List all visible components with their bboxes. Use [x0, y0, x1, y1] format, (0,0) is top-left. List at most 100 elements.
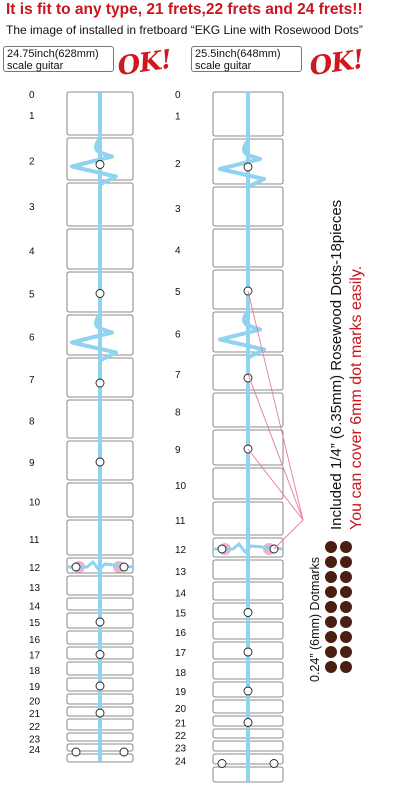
position-dot [243, 718, 253, 727]
fret-number: 0 [175, 90, 181, 101]
fret-number: 19 [175, 687, 187, 698]
fret-number: 20 [29, 697, 41, 708]
fret-number: 6 [175, 330, 181, 341]
rosewood-dot [325, 586, 337, 598]
rosewood-dot [340, 631, 352, 643]
position-dot [269, 759, 279, 768]
rosewood-dot [340, 586, 352, 598]
fret-number: 7 [175, 370, 181, 381]
fret-number: 18 [29, 666, 41, 677]
position-dot [243, 608, 253, 617]
fret-number: 12 [29, 563, 41, 574]
rosewood-dot [325, 631, 337, 643]
fret-number: 23 [29, 735, 41, 746]
ekg-spike [70, 137, 118, 187]
fret-number: 10 [29, 498, 41, 509]
fret-number: 22 [175, 731, 187, 742]
fret-number: 7 [29, 375, 35, 386]
fret-number: 11 [29, 535, 40, 546]
fret-number: 8 [175, 408, 181, 419]
fret-number: 15 [175, 609, 187, 620]
pointer-line [273, 519, 304, 550]
fret-number: 5 [175, 287, 181, 298]
fret-number: 13 [175, 567, 187, 578]
fret-number: 4 [175, 246, 181, 257]
fret-number: 10 [175, 481, 187, 492]
fret-number: 18 [175, 668, 187, 679]
ekg-spike [213, 541, 284, 555]
scale-length: 24.75inch(628mm) [7, 48, 99, 60]
scale-label-left: 24.75inch(628mm) scale guitar [3, 46, 114, 72]
position-dot [71, 747, 81, 757]
fret-number: 4 [29, 247, 35, 258]
pointer-line [247, 448, 304, 521]
rosewood-dot [325, 556, 337, 568]
fret-number: 19 [29, 682, 41, 693]
ekg-spike [67, 559, 134, 573]
rosewood-dot [325, 661, 337, 673]
fret-number: 24 [29, 745, 41, 756]
rosewood-dot [325, 601, 337, 613]
fret-number: 9 [29, 458, 35, 469]
rosewood-dot [325, 646, 337, 658]
fret-number: 2 [175, 159, 181, 170]
position-dot [217, 759, 227, 768]
rosewood-dot [325, 616, 337, 628]
subline: The image of installed in fretboard “EKG… [6, 23, 363, 37]
fret-number: 16 [175, 628, 187, 639]
fret-number: 22 [29, 722, 41, 733]
fret-number: 3 [175, 204, 181, 215]
rosewood-dot [325, 571, 337, 583]
ekg-spike [70, 313, 118, 363]
fret-number: 0 [29, 90, 35, 101]
position-dot [95, 160, 105, 169]
scale-length: 25.5inch(648mm) [195, 48, 281, 60]
rosewood-dot [340, 571, 352, 583]
fret-number: 1 [175, 112, 181, 123]
position-dot [119, 562, 129, 572]
fret-number: 6 [29, 333, 35, 344]
position-dot [95, 617, 105, 627]
fret-number: 9 [175, 445, 181, 456]
fret-number: 16 [29, 635, 41, 646]
position-dot [95, 378, 105, 388]
included-dots-text: Included 1/4” (6.35mm) Rosewood Dots-18p… [328, 199, 345, 530]
rosewood-dot [325, 541, 337, 553]
scale-caption: scale guitar [195, 60, 252, 72]
fret-number: 14 [175, 589, 187, 600]
position-dot [119, 747, 129, 757]
fret-number: 15 [29, 618, 41, 629]
headline: It is fit to any type, 21 frets,22 frets… [6, 1, 363, 18]
fret-number: 5 [29, 290, 35, 301]
fret-number: 17 [175, 648, 187, 659]
scale-caption: scale guitar [7, 60, 64, 72]
fret-number: 21 [175, 719, 187, 730]
position-dot [217, 544, 227, 554]
fret-number: 12 [175, 545, 187, 556]
fret-number: 8 [29, 417, 35, 428]
position-dot [95, 681, 105, 691]
pointer-line [247, 373, 304, 521]
position-dot [95, 289, 105, 298]
rosewood-dot [340, 556, 352, 568]
position-dot [243, 162, 253, 172]
rosewood-dot [340, 646, 352, 658]
position-dot [243, 686, 253, 696]
fret-number: 20 [175, 704, 187, 715]
rosewood-dot [340, 616, 352, 628]
position-dot [95, 457, 105, 467]
position-dot [95, 650, 105, 659]
ekg-spike [218, 139, 266, 189]
fret-number: 24 [175, 757, 187, 768]
fret-number: 23 [175, 744, 187, 755]
position-dot [71, 562, 81, 572]
fret-number: 11 [175, 516, 186, 527]
rosewood-dot [340, 541, 352, 553]
fret-number: 17 [29, 651, 41, 662]
fret-number: 3 [29, 202, 35, 213]
rosewood-dot [340, 661, 352, 673]
position-dot [243, 647, 253, 657]
position-dot [95, 708, 105, 718]
fret-number: 1 [29, 111, 35, 122]
